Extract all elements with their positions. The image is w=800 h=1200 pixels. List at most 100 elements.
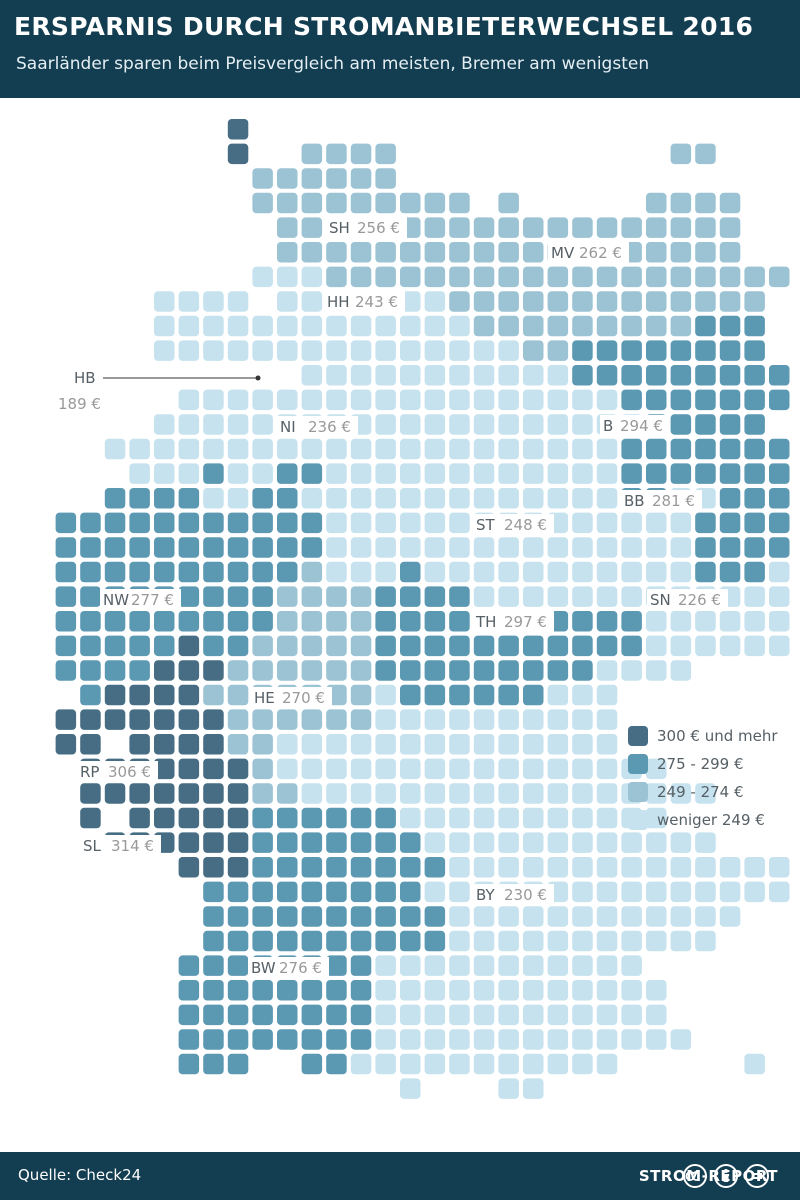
map-tile: [203, 930, 224, 952]
map-tile: [252, 635, 273, 657]
map-tile: [129, 660, 150, 681]
map-tile: [572, 365, 593, 386]
state-code: NW: [103, 591, 129, 609]
map-tile: [203, 414, 224, 435]
state-code: SH: [329, 219, 350, 237]
map-tile: [80, 807, 101, 829]
map-tile: [55, 660, 77, 681]
state-label-th: TH 297 €: [473, 611, 554, 633]
map-tile: [596, 660, 618, 681]
map-tile: [646, 561, 667, 583]
map-tile: [154, 783, 175, 804]
state-label-hh: HH 243 €: [324, 291, 405, 313]
map-tile: [621, 930, 642, 952]
map-tile: [744, 315, 765, 337]
map-tile: [449, 807, 470, 829]
state-value: 281 €: [652, 492, 695, 510]
map-tile: [646, 635, 667, 657]
map-tile: [129, 611, 150, 632]
map-tile: [301, 143, 323, 165]
map-tile: [252, 414, 273, 435]
map-tile: [646, 537, 667, 558]
map-tile: [596, 438, 618, 460]
map-tile: [277, 463, 298, 484]
map-tile: [670, 1029, 692, 1050]
map-tile: [55, 512, 77, 534]
map-tile: [596, 365, 618, 386]
brand-name: STROM-REPORT: [638, 1167, 778, 1185]
map-tile: [596, 561, 618, 583]
map-tile: [572, 881, 593, 903]
map-tile: [55, 709, 77, 730]
state-label-bw: BW 276 €: [248, 957, 329, 979]
map-tile: [695, 365, 716, 386]
map-tile: [449, 1029, 470, 1050]
state-value: 276 €: [279, 959, 322, 977]
map-tile: [277, 709, 298, 730]
map-tile: [744, 881, 765, 903]
map-tile: [375, 955, 396, 976]
map-tile: [203, 315, 224, 337]
map-tile: [104, 561, 126, 583]
map-tile: [301, 315, 323, 337]
map-tile: [203, 561, 224, 583]
map-tile: [55, 586, 77, 607]
map-tile: [449, 684, 470, 706]
map-tile: [252, 1004, 273, 1026]
state-value: 248 €: [504, 516, 547, 534]
map-tile: [104, 488, 126, 509]
map-tile: [523, 758, 544, 780]
map-tile: [744, 340, 765, 361]
map-tile: [178, 315, 200, 337]
map-tile: [695, 315, 716, 337]
label-background: [473, 514, 554, 536]
map-tile: [227, 463, 249, 484]
map-tile: [695, 906, 716, 927]
map-tile: [547, 783, 569, 804]
map-tile: [547, 438, 569, 460]
map-tile: [424, 217, 446, 238]
map-tile: [326, 1029, 347, 1050]
leader-dot: [255, 375, 261, 381]
map-tile: [203, 980, 224, 1001]
map-tile: [400, 1029, 421, 1050]
map-tile: [695, 143, 716, 165]
map-tile: [203, 340, 224, 361]
map-tile: [104, 512, 126, 534]
map-tile: [523, 1029, 544, 1050]
map-tile: [449, 832, 470, 853]
map-tile: [523, 1053, 544, 1075]
map-tile: [350, 586, 372, 607]
map-tile: [646, 291, 667, 312]
map-tile: [523, 635, 544, 657]
map-tile: [646, 217, 667, 238]
map-labels: SH 256 € MV 262 € HH 243 € HB 189 € NI 236 € B 294 …: [58, 217, 728, 979]
map-tile: [424, 734, 446, 755]
map-tile: [400, 414, 421, 435]
map-tile: [596, 955, 618, 976]
map-tile: [449, 1053, 470, 1075]
map-tile: [375, 242, 396, 263]
map-tile: [227, 635, 249, 657]
map-tile: [252, 881, 273, 903]
map-tile: [473, 365, 495, 386]
map-tile: [80, 586, 101, 607]
map-tile: [695, 611, 716, 632]
map-tile: [326, 143, 347, 165]
map-tile: [129, 561, 150, 583]
map-tile: [252, 537, 273, 558]
state-label-by: BY 230 €: [473, 884, 554, 906]
map-tile: [498, 217, 519, 238]
map-tile: [277, 266, 298, 288]
map-tile: [375, 1029, 396, 1050]
map-tile: [473, 438, 495, 460]
map-tile: [424, 980, 446, 1001]
map-tile: [326, 930, 347, 952]
map-tile: [178, 758, 200, 780]
map-tile: [129, 463, 150, 484]
map-tile: [719, 561, 741, 583]
map-tile: [449, 906, 470, 927]
map-tile: [572, 758, 593, 780]
map-tile: [129, 537, 150, 558]
map-tile: [277, 857, 298, 878]
